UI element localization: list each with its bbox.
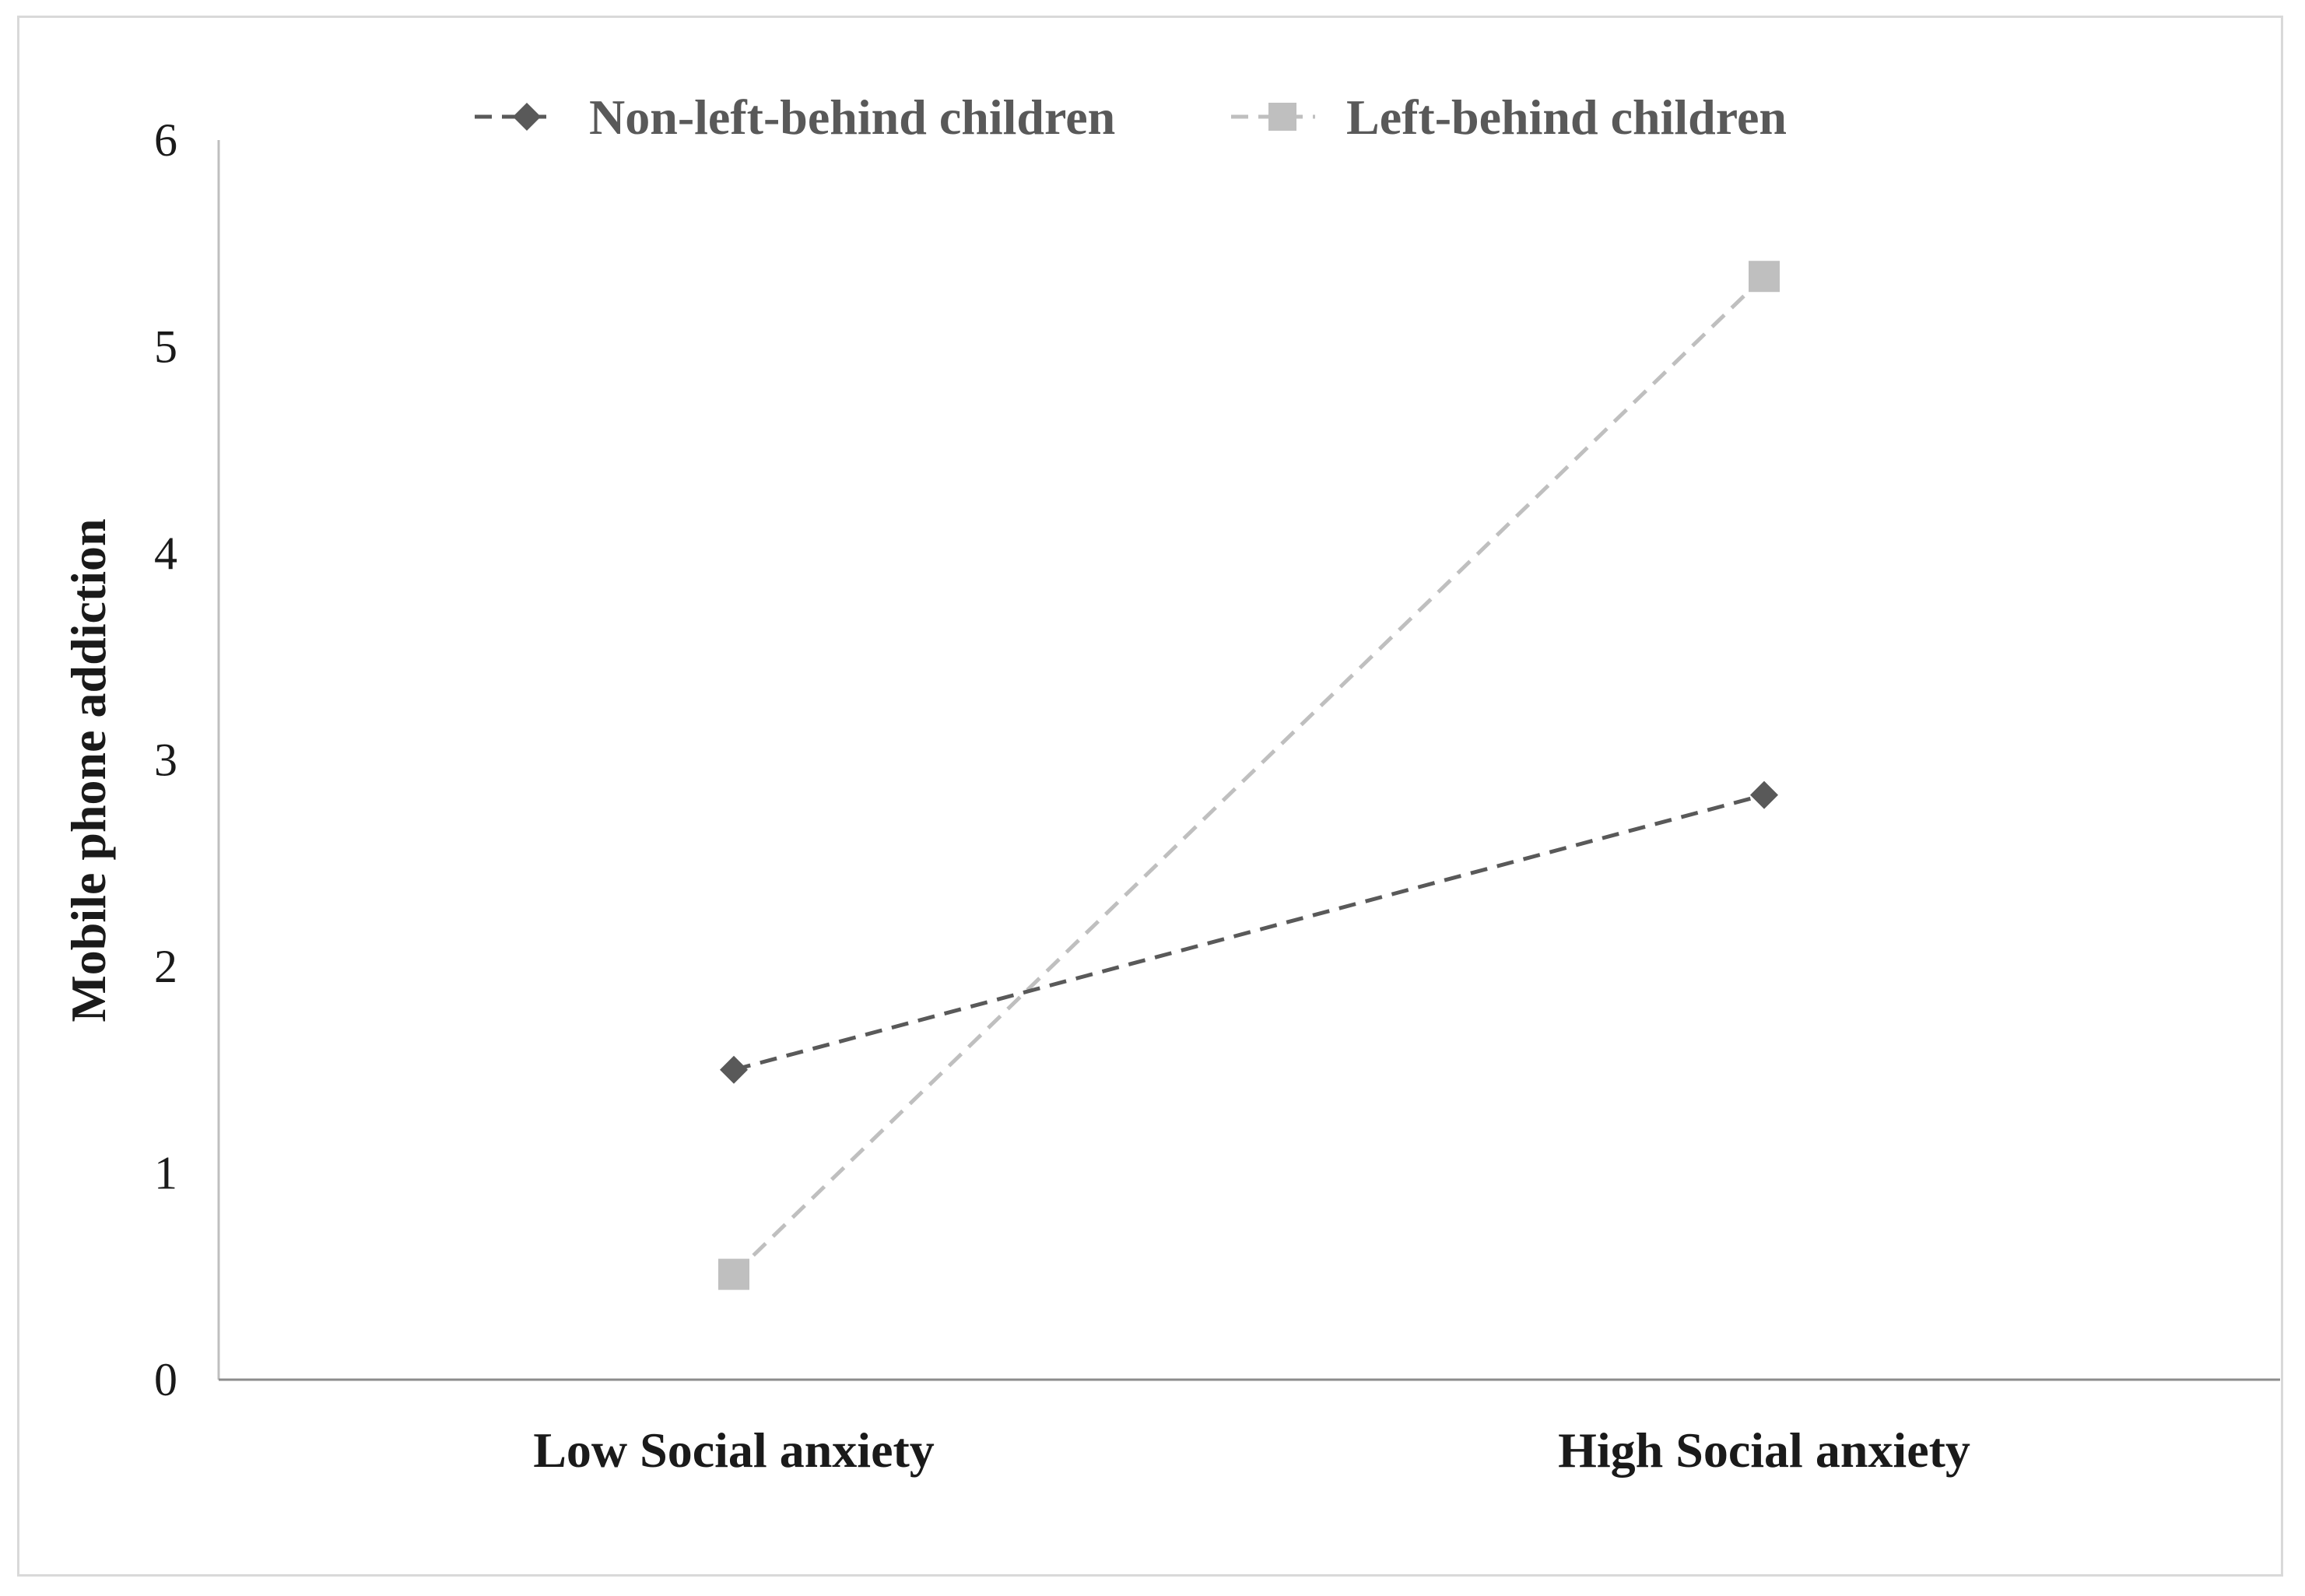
series-0 [720, 780, 1778, 1084]
y-tick-label-4: 4 [154, 528, 177, 579]
legend: Non-left-behind children Left-behind chi… [475, 89, 1787, 145]
y-tick-label-5: 5 [154, 321, 177, 373]
y-tick-label-2: 2 [154, 941, 177, 992]
legend-entry-non-left-behind: Non-left-behind children [475, 89, 1115, 145]
x-category-label-1: High Social anxiety [1558, 1422, 1970, 1478]
data-point-1-0 [718, 1258, 749, 1290]
data-point-1-1 [1749, 261, 1780, 293]
y-tick-label-0: 0 [154, 1354, 177, 1405]
legend-label-left-behind: Left-behind children [1346, 89, 1787, 145]
series-layer [718, 261, 1780, 1290]
legend-diamond-icon [513, 103, 541, 131]
legend-entry-left-behind: Left-behind children [1231, 89, 1787, 145]
legend-square-icon [1268, 103, 1296, 131]
y-tick-label-6: 6 [154, 114, 177, 166]
y-tick-label-1: 1 [154, 1148, 177, 1199]
data-point-0-0 [720, 1055, 748, 1084]
series-line-1 [732, 275, 1766, 1276]
x-category-labels: Low Social anxiety High Social anxiety [533, 1422, 1970, 1478]
legend-label-non-left-behind: Non-left-behind children [589, 89, 1115, 145]
series-line-0 [733, 793, 1765, 1072]
series-1 [718, 261, 1780, 1290]
y-tick-labels: 0 1 2 3 4 5 6 [154, 114, 177, 1405]
data-point-0-1 [1750, 780, 1778, 809]
y-tick-label-3: 3 [154, 735, 177, 786]
x-category-label-0: Low Social anxiety [533, 1422, 935, 1478]
y-axis-title: Mobile phone addiction [61, 518, 116, 1022]
chart-frame [17, 16, 2283, 1577]
